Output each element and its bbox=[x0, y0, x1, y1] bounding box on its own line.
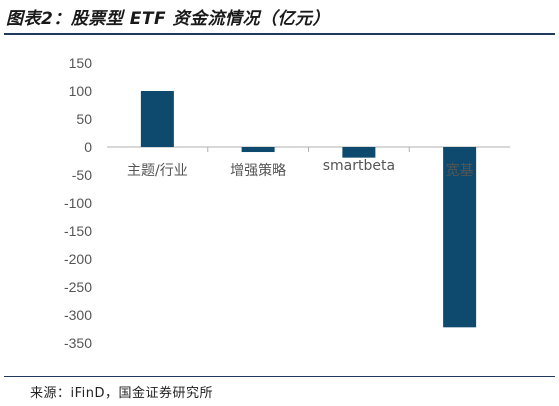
footer-divider bbox=[4, 376, 555, 377]
category-label: smartbeta bbox=[323, 158, 395, 174]
chart-title: 图表2：股票型 ETF 资金流情况（亿元） bbox=[6, 9, 330, 29]
category-label: 增强策略 bbox=[230, 162, 286, 179]
y-tick-label: 150 bbox=[69, 55, 93, 71]
y-tick-label: 100 bbox=[69, 83, 93, 99]
category-label: 宽基 bbox=[446, 162, 474, 179]
y-tick-label: -250 bbox=[64, 279, 92, 295]
y-tick-label: 0 bbox=[84, 139, 92, 155]
bar bbox=[241, 147, 275, 153]
bar bbox=[342, 147, 376, 158]
bars bbox=[140, 91, 477, 328]
y-tick-label: 50 bbox=[76, 111, 92, 127]
category-labels: 主题/行业 增强策略 smartbeta 宽基 bbox=[127, 158, 474, 179]
category-label: 主题/行业 bbox=[127, 163, 188, 179]
y-tick-label: -150 bbox=[64, 223, 92, 239]
y-tick-label: -100 bbox=[64, 195, 92, 211]
y-tick-label: -50 bbox=[72, 167, 92, 183]
y-tick-label: -200 bbox=[64, 251, 92, 267]
bar bbox=[140, 91, 174, 147]
y-tick-label: -300 bbox=[64, 307, 92, 323]
source-note: 来源：iFinD，国金证券研究所 bbox=[30, 386, 214, 401]
title-divider bbox=[4, 33, 555, 35]
y-axis-ticks: 150 100 50 0 -50 -100 -150 -200 -250 -300 -350 bbox=[64, 55, 92, 351]
bar bbox=[443, 147, 477, 328]
y-tick-label: -350 bbox=[64, 335, 92, 351]
